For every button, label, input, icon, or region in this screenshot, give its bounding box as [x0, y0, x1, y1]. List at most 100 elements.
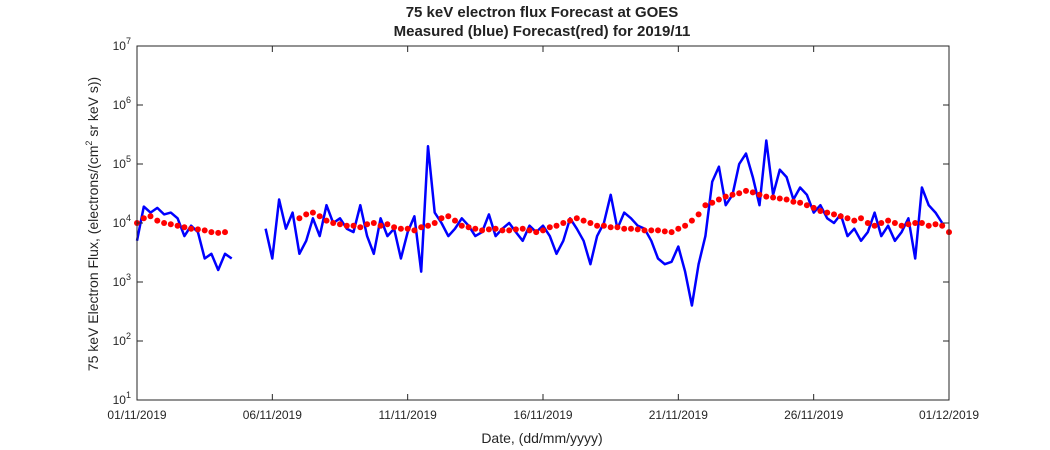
series-forecast-point	[898, 222, 905, 229]
series-forecast-point	[851, 217, 858, 224]
y-axis-label-prefix: 75 keV Electron Flux, (electrons/(cm	[85, 146, 101, 372]
series-forecast-point	[215, 229, 222, 236]
series-forecast-point	[864, 220, 871, 226]
series-forecast-point	[770, 194, 777, 201]
series-forecast-point	[188, 225, 195, 232]
series-forecast-point	[885, 217, 892, 224]
y-axis-label: 75 keV Electron Flux, (electrons/(cm2 sr…	[84, 77, 101, 371]
series-forecast-point	[912, 220, 919, 226]
series-forecast-point	[208, 229, 215, 236]
series-forecast-point	[533, 229, 540, 236]
series-forecast-point	[749, 189, 756, 196]
series-forecast-point	[803, 202, 810, 209]
series-forecast-point	[871, 222, 878, 229]
series-forecast-point	[161, 220, 168, 226]
series-forecast-point	[167, 221, 174, 228]
series-forecast-point	[512, 226, 519, 233]
series-forecast-point	[939, 222, 946, 229]
series-forecast-point	[695, 211, 702, 218]
x-tick-label: 11/11/2019	[379, 408, 438, 422]
series-forecast-point	[560, 220, 567, 226]
series-forecast	[134, 187, 952, 236]
series-forecast-point	[790, 198, 797, 205]
series-forecast-point	[357, 224, 364, 231]
series-forecast-point	[594, 222, 601, 229]
series-forecast-point	[831, 211, 837, 218]
series-forecast-point	[932, 221, 939, 228]
series-forecast-point	[384, 221, 391, 228]
series-forecast-point	[323, 217, 330, 224]
series-forecast-point	[797, 199, 804, 206]
series-forecast-point	[154, 217, 161, 224]
series-forecast-point	[438, 215, 445, 222]
series-forecast-point	[499, 227, 506, 234]
series-forecast-point	[756, 191, 763, 198]
series-forecast-point	[337, 221, 343, 228]
y-axis-label-superscript: 2	[84, 141, 94, 146]
series-forecast-point	[418, 224, 425, 231]
series-forecast-point	[648, 227, 655, 234]
y-tick-label: 102	[113, 331, 131, 348]
series-forecast-point	[736, 190, 743, 197]
series-forecast-point	[201, 227, 208, 234]
series-forecast-point	[343, 222, 350, 229]
series-forecast-point	[600, 222, 607, 229]
x-tick-label: 06/11/2019	[243, 408, 302, 422]
x-tick-label: 01/11/2019	[107, 408, 166, 422]
series-forecast-point	[675, 225, 682, 232]
series-forecast-point	[492, 225, 499, 232]
series-forecast-point	[174, 222, 181, 229]
series-forecast-point	[688, 217, 695, 224]
series-forecast-point	[925, 222, 932, 229]
y-tick-label: 105	[113, 154, 131, 171]
series-forecast-point	[397, 225, 404, 232]
series-forecast-point	[181, 224, 188, 231]
series-forecast-point	[858, 215, 864, 222]
series-forecast-point	[918, 220, 925, 226]
series-forecast-point	[587, 220, 594, 226]
series-forecast-point	[546, 224, 553, 231]
axes-layer: 01/11/2019 06/11/2019 11/11/2019 16/11/2019…	[107, 36, 979, 422]
series-forecast-point	[824, 209, 831, 216]
series-forecast-point	[682, 222, 689, 229]
series-forecast-point	[364, 221, 371, 228]
series-forecast-point	[526, 227, 533, 234]
series-forecast-point	[506, 227, 513, 234]
series-forecast-point	[634, 226, 641, 233]
series-forecast-point	[743, 187, 749, 194]
series-forecast-point	[147, 213, 154, 220]
series-forecast-point	[553, 222, 560, 229]
series-forecast-point	[377, 222, 384, 229]
plot-area	[137, 46, 949, 400]
series-forecast-point	[628, 225, 634, 232]
series-forecast-point	[580, 217, 587, 224]
chart-title: 75 keV electron flux Forecast at GOES	[406, 4, 679, 21]
x-tick-label: 16/11/2019	[513, 408, 572, 422]
series-forecast-point	[763, 193, 770, 200]
y-tick-label: 107	[113, 36, 131, 53]
chart-subtitle: Measured (blue) Forecast(red) for 2019/1…	[394, 23, 691, 40]
series-forecast-point	[222, 229, 228, 236]
x-axis-label: Date, (dd/mm/yyyy)	[481, 430, 602, 446]
series-forecast-point	[709, 199, 716, 206]
series-forecast-point	[431, 220, 438, 226]
series-forecast-point	[303, 211, 310, 218]
series-forecast-point	[614, 224, 621, 231]
series-forecast-point	[458, 222, 465, 229]
series-forecast-point	[878, 220, 885, 226]
series-forecast-point	[370, 220, 377, 226]
series-forecast-point	[485, 226, 492, 233]
series-forecast-point	[655, 227, 661, 234]
series-forecast-point	[702, 202, 709, 209]
series-forecast-point	[296, 215, 303, 222]
series-forecast-point	[479, 227, 486, 234]
series-forecast-point	[391, 224, 398, 231]
series-forecast-point	[472, 225, 479, 232]
x-tick-label: 01/12/2019	[919, 408, 979, 422]
series-forecast-point	[573, 215, 580, 222]
series-forecast-point	[715, 196, 722, 203]
series-forecast-point	[722, 193, 729, 200]
series-forecast-point	[350, 222, 357, 229]
series-forecast-point	[330, 220, 337, 226]
